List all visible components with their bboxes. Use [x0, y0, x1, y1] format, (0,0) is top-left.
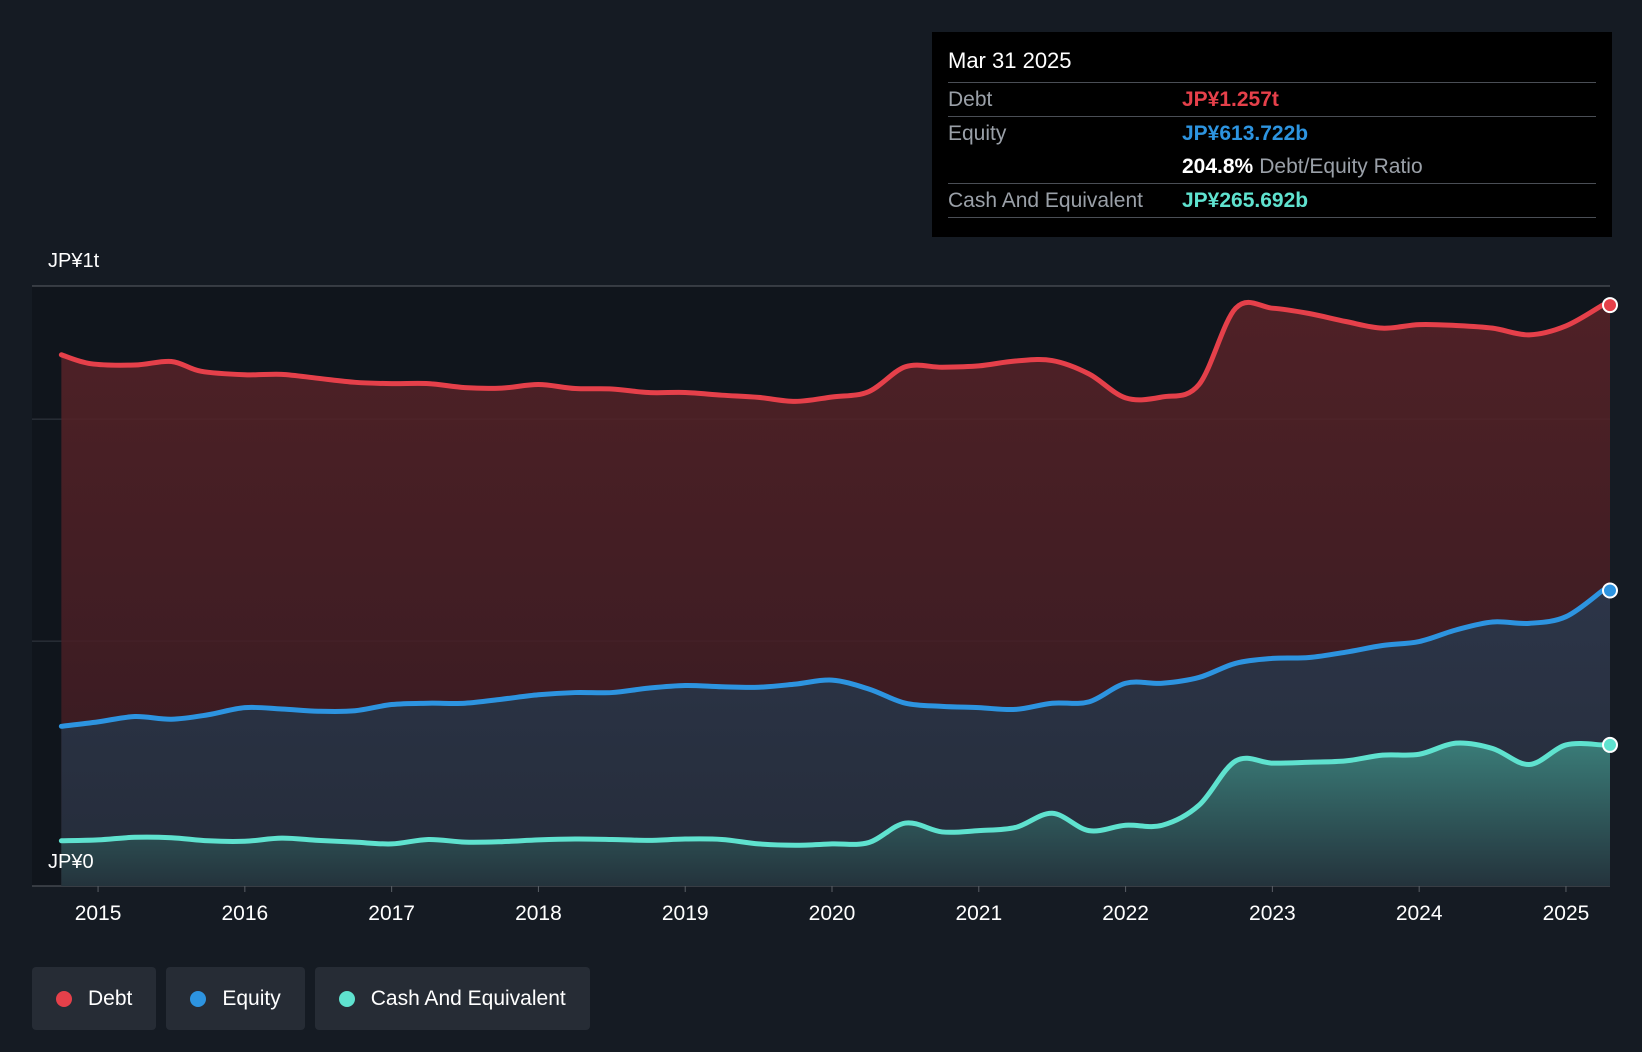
- x-tick-label: 2018: [515, 902, 562, 925]
- tooltip-ratio-spacer: [948, 150, 1182, 183]
- tooltip-ratio-row: 204.8% Debt/Equity Ratio: [948, 150, 1596, 184]
- x-tick-label: 2023: [1249, 902, 1296, 925]
- x-tick-label: 2022: [1102, 902, 1149, 925]
- tooltip-ratio-value: 204.8%: [1182, 155, 1254, 178]
- legend-item-equity[interactable]: Equity: [166, 967, 305, 1030]
- tooltip-equity-value: JP¥613.722b: [1182, 122, 1309, 145]
- debt-line: [58, 299, 1613, 404]
- x-tick-label: 2025: [1543, 902, 1590, 925]
- tooltip-date: Mar 31 2025: [948, 46, 1596, 83]
- x-tick-label: 2021: [955, 902, 1002, 925]
- legend-item-debt[interactable]: Debt: [32, 967, 157, 1030]
- x-tick-label: 2019: [662, 902, 709, 925]
- tooltip-debt-label: Debt: [948, 88, 993, 111]
- x-tick-label: 2024: [1396, 902, 1443, 925]
- cash-area: [61, 742, 1610, 886]
- cash-line: [58, 740, 1613, 848]
- legend-equity-dot-icon: [190, 990, 207, 1007]
- legend-debt-dot-icon: [56, 990, 72, 1007]
- y-axis-bottom-label: JP¥0: [48, 851, 94, 873]
- legend-item-cash[interactable]: Cash And Equivalent: [314, 967, 590, 1030]
- legend-debt-label: Debt: [88, 986, 133, 1010]
- tooltip-debt-row: Debt JP¥1.257t: [948, 83, 1596, 117]
- cash-endpoint-marker: [1602, 736, 1618, 753]
- tooltip-cash-row: Cash And Equivalent JP¥265.692b: [948, 184, 1596, 218]
- x-tick-label: 2015: [75, 902, 122, 925]
- tooltip-equity-row: Equity JP¥613.722b: [948, 117, 1596, 150]
- tooltip-panel: Mar 31 2025 Debt JP¥1.257t Equity JP¥613…: [932, 32, 1612, 237]
- equity-endpoint-marker: [1602, 582, 1618, 599]
- equity-line: [58, 587, 1613, 729]
- x-tick-label: 2020: [809, 902, 856, 925]
- x-tick-label: 2016: [221, 902, 268, 925]
- tooltip-debt-value: JP¥1.257t: [1182, 88, 1279, 111]
- debt-endpoint-marker: [1602, 297, 1618, 314]
- legend-cash-label: Cash And Equivalent: [370, 986, 566, 1010]
- legend: Debt Equity Cash And Equivalent: [32, 967, 590, 1030]
- tooltip-equity-label: Equity: [948, 122, 1007, 145]
- y-axis-top-label: JP¥1t: [48, 250, 100, 272]
- legend-cash-dot-icon: [338, 990, 355, 1007]
- tooltip-cash-label: Cash And Equivalent: [948, 189, 1143, 212]
- x-tick-label: 2017: [368, 902, 415, 925]
- tooltip-cash-value: JP¥265.692b: [1182, 189, 1309, 212]
- legend-equity-label: Equity: [222, 986, 281, 1010]
- tooltip-ratio-label: Debt/Equity Ratio: [1259, 155, 1423, 178]
